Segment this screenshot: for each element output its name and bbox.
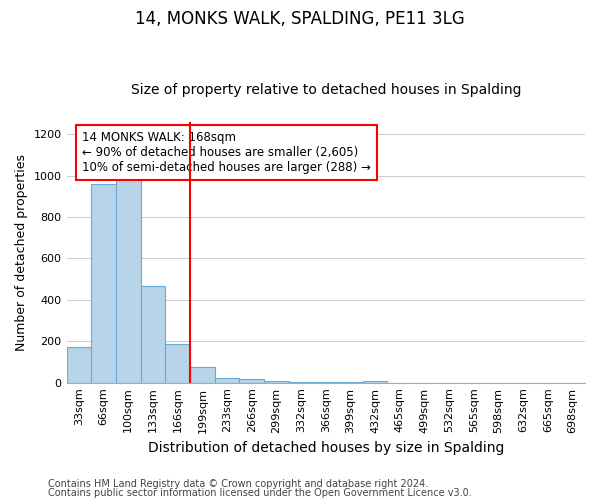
Bar [215, 378, 239, 382]
Bar [190, 367, 215, 382]
Bar [165, 344, 190, 383]
Bar [239, 378, 264, 382]
Text: Contains HM Land Registry data © Crown copyright and database right 2024.: Contains HM Land Registry data © Crown c… [48, 479, 428, 489]
Bar [67, 348, 91, 382]
Text: 14 MONKS WALK: 168sqm
← 90% of detached houses are smaller (2,605)
10% of semi-d: 14 MONKS WALK: 168sqm ← 90% of detached … [82, 131, 371, 174]
X-axis label: Distribution of detached houses by size in Spalding: Distribution of detached houses by size … [148, 441, 504, 455]
Bar [91, 184, 116, 382]
Bar [363, 380, 388, 382]
Bar [116, 176, 140, 382]
Bar [264, 380, 289, 382]
Title: Size of property relative to detached houses in Spalding: Size of property relative to detached ho… [131, 83, 521, 97]
Bar [140, 286, 165, 382]
Text: Contains public sector information licensed under the Open Government Licence v3: Contains public sector information licen… [48, 488, 472, 498]
Y-axis label: Number of detached properties: Number of detached properties [15, 154, 28, 350]
Text: 14, MONKS WALK, SPALDING, PE11 3LG: 14, MONKS WALK, SPALDING, PE11 3LG [135, 10, 465, 28]
